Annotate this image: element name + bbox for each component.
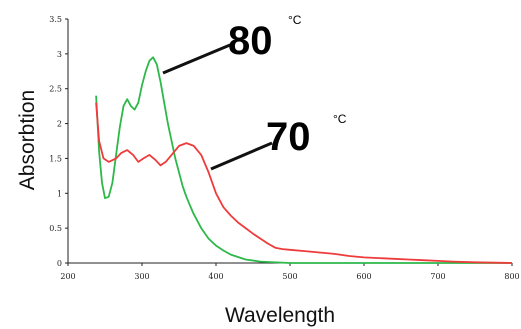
x-axis-label: Wavelength (225, 304, 335, 327)
y-tick-label: 3 (57, 50, 62, 59)
x-tick-label: 500 (282, 272, 297, 281)
y-tick-label: 2 (57, 120, 62, 129)
x-tick-label: 700 (430, 272, 445, 281)
x-axis-ticks: 200 300 400 500 600 700 800 (60, 263, 520, 281)
x-tick-label: 200 (60, 272, 75, 281)
y-tick-label: 3.5 (49, 15, 62, 24)
annotation-80-unit: °C (288, 13, 302, 27)
x-tick-label: 300 (134, 272, 149, 281)
series-layer (95, 56, 513, 264)
x-tick-label: 600 (356, 272, 371, 281)
annotation-70-leader (210, 141, 273, 171)
y-axis-ticks: 0 0.5 1 1.5 2 2.5 3 3.5 (49, 15, 68, 268)
annotation-80-label: 80 (228, 19, 273, 63)
annotation-70-label: 70 (266, 115, 311, 159)
y-tick-label: 0.5 (49, 224, 62, 233)
y-tick-label: 1.5 (49, 154, 62, 163)
series-line-70c (95, 102, 513, 264)
y-tick-label: 2.5 (49, 85, 62, 94)
annotation-70-unit: °C (333, 112, 347, 126)
x-tick-label: 800 (504, 272, 519, 281)
y-axis-label: Absorbtion (16, 90, 39, 190)
x-tick-label: 400 (208, 272, 223, 281)
y-tick-label: 0 (57, 259, 62, 268)
y-tick-label: 1 (57, 189, 62, 198)
series-line-80c (95, 56, 512, 264)
annotations: 80 °C 70 °C (162, 13, 347, 171)
annotation-80-leader (162, 43, 231, 75)
